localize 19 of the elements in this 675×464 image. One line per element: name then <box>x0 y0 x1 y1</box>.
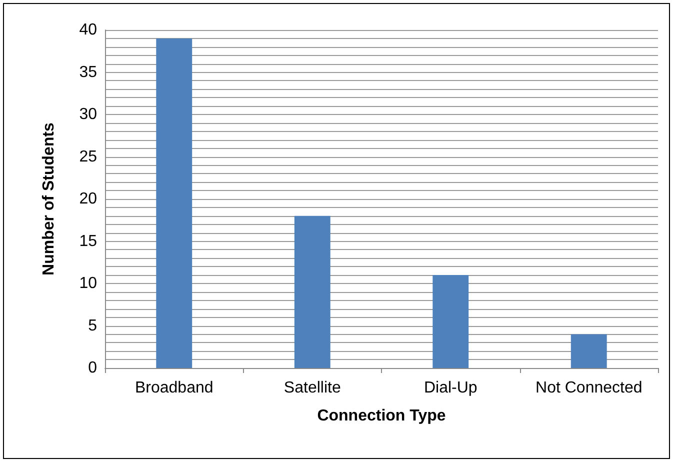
y-tick-label: 20 <box>79 190 98 208</box>
y-tick-label: 10 <box>79 275 98 292</box>
bar <box>432 275 469 368</box>
y-tick-label: 40 <box>79 22 98 38</box>
x-tick-label: Broadband <box>134 380 214 396</box>
bar <box>294 216 330 368</box>
bar <box>156 38 192 368</box>
y-tick-label: 15 <box>79 232 98 250</box>
y-tick-label: 0 <box>88 360 98 376</box>
y-tick-label: 30 <box>79 106 98 123</box>
y-axis-title: Number of Students <box>40 122 58 276</box>
y-tick-label: 5 <box>88 317 98 334</box>
x-axis-title: Connection Type <box>317 408 446 424</box>
x-tick-label: Dial-Up <box>424 380 478 396</box>
bar <box>570 334 607 368</box>
y-tick-label: 35 <box>79 64 98 81</box>
x-tick-label: Not Connected <box>536 380 642 396</box>
y-tick-label: 25 <box>79 148 98 166</box>
x-tick-label: Satellite <box>284 380 341 396</box>
